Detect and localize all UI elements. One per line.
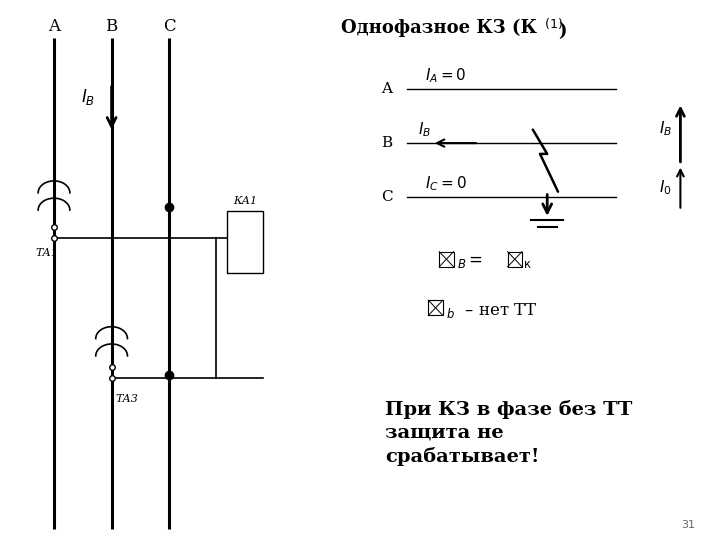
Text: При КЗ в фазе без ТТ
защита не
срабатывает!: При КЗ в фазе без ТТ защита не срабатыва… xyxy=(385,400,633,465)
Bar xyxy=(508,252,522,267)
Text: ): ) xyxy=(558,22,567,39)
Text: A: A xyxy=(48,18,60,35)
Text: $^{(1)}$: $^{(1)}$ xyxy=(544,19,562,37)
Text: $I_0$: $I_0$ xyxy=(659,178,672,197)
Text: 31: 31 xyxy=(681,520,695,530)
Text: A: A xyxy=(382,82,392,96)
Text: ТА1: ТА1 xyxy=(35,248,58,259)
Text: $I_A = 0$: $I_A = 0$ xyxy=(425,66,467,85)
Text: $_b$  – нет ТТ: $_b$ – нет ТТ xyxy=(446,301,538,320)
Text: $I_B$: $I_B$ xyxy=(659,119,672,138)
Bar xyxy=(428,300,443,315)
Text: $I_B$: $I_B$ xyxy=(81,87,95,107)
Bar xyxy=(439,252,454,267)
Text: Однофазное КЗ (К: Однофазное КЗ (К xyxy=(341,19,536,37)
Text: С: С xyxy=(381,190,392,204)
Text: $I_C = 0$: $I_C = 0$ xyxy=(425,174,467,193)
Text: КА1: КА1 xyxy=(233,196,257,206)
Text: $_\mathrm{к}$: $_\mathrm{к}$ xyxy=(523,253,532,271)
Text: ТА3: ТА3 xyxy=(115,394,138,404)
Text: В: В xyxy=(382,136,392,150)
Bar xyxy=(227,211,263,273)
Text: B: B xyxy=(105,18,118,35)
Text: $_B = $: $_B = $ xyxy=(457,253,483,271)
Text: C: C xyxy=(163,18,176,35)
Text: $I_B$: $I_B$ xyxy=(418,120,431,139)
